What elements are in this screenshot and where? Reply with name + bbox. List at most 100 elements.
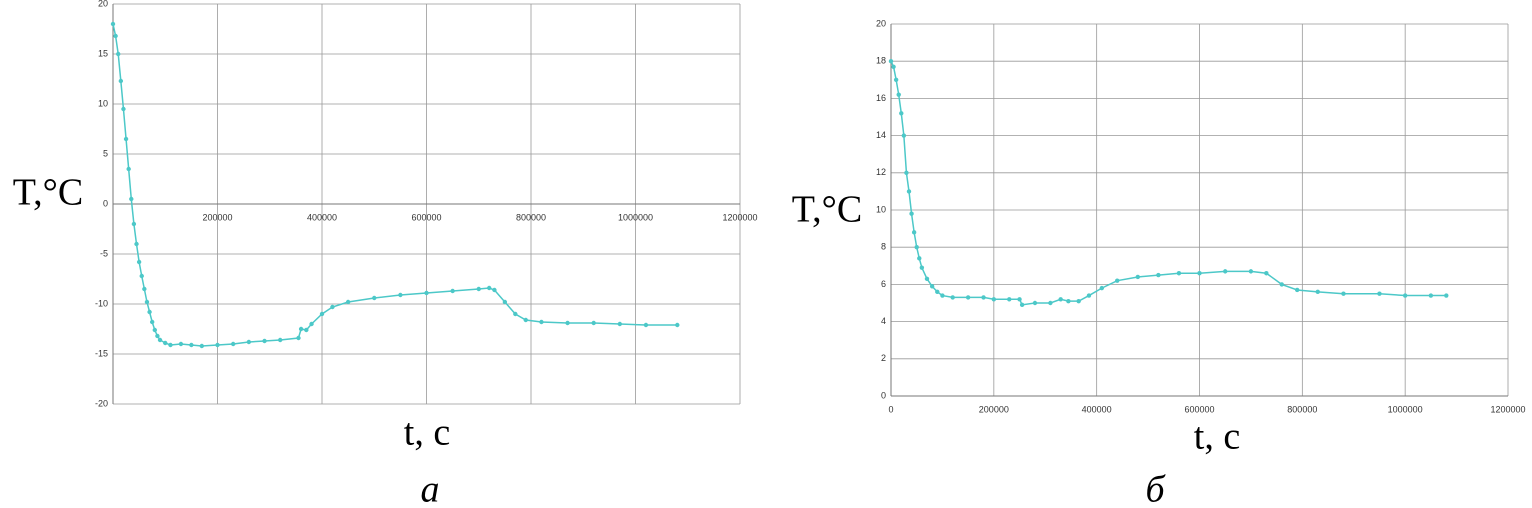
data-point [1156,272,1161,278]
data-point [513,311,518,317]
x-tick-label: 400000 [1082,404,1112,414]
data-point [888,59,894,64]
data-point [1402,293,1408,298]
data-point [909,211,914,216]
data-line [890,60,1447,306]
data-point [149,319,155,325]
data-point [129,196,134,202]
y-tick-label: 0 [103,198,108,208]
x-tick-label: 1000000 [1388,404,1423,414]
data-point [136,259,142,265]
x-tick-label: 800000 [516,212,546,222]
data-point [1058,297,1063,302]
y-tick-label: 2 [881,353,886,363]
data-point [147,309,152,315]
data-point [476,286,481,292]
y-tick-label: 12 [876,167,886,177]
data-point [345,299,351,305]
data-point [118,78,124,84]
data-point [487,285,492,291]
data-point [617,321,623,327]
x-tick-label: 200000 [979,404,1009,414]
data-point [896,92,901,97]
data-point [139,273,144,279]
y-tick-label: 15 [98,48,108,58]
data-point [891,64,896,69]
data-point [330,304,335,310]
data-point [424,290,429,296]
data-point [152,327,157,333]
x-tick-label: 1000000 [618,212,653,222]
data-point [929,284,935,289]
data-point [502,299,508,305]
data-point [1066,298,1071,304]
data-point [906,189,912,194]
data-point [1076,298,1081,304]
y-tick-label: 10 [876,204,886,214]
data-point [1048,300,1053,306]
y-tick-label: -20 [95,398,108,408]
data-point [1019,302,1025,308]
data-point [155,333,160,339]
chart-caption: а [421,469,440,508]
data-point [178,341,184,347]
x-axis-label: t, c [1194,416,1240,458]
data-point [262,338,267,344]
chart-caption: б [1145,469,1166,508]
data-point [215,342,220,348]
data-point [1017,297,1022,302]
data-point [1007,297,1012,302]
data-point [450,288,455,294]
x-tick-label: 200000 [202,212,232,222]
y-tick-label: 20 [98,0,108,8]
data-point [950,295,955,300]
data-point [919,265,925,270]
y-tick-label: 20 [876,18,886,28]
data-point [1315,289,1320,295]
data-point [924,276,930,282]
data-point [110,21,116,27]
data-point [591,320,596,326]
data-point [1032,300,1038,306]
data-point [1248,269,1254,274]
data-point [230,341,236,347]
data-point [981,295,986,300]
x-tick-label: 0 [888,404,893,414]
data-point [523,317,528,323]
data-point [116,51,121,57]
data-point [1444,293,1449,298]
data-point [1264,271,1269,276]
data-point [643,322,649,328]
data-line [112,23,678,347]
data-point [304,327,309,333]
y-tick-label: 18 [876,56,886,66]
data-point [1428,293,1434,298]
data-point [911,230,917,235]
data-point [1294,287,1300,293]
data-point [246,339,252,345]
data-point [917,256,922,261]
data-point [372,295,377,301]
data-point [126,166,131,172]
data-point [123,136,129,142]
data-point [935,289,940,295]
data-point [298,326,304,332]
x-tick-label: 800000 [1287,404,1317,414]
data-point [904,170,909,175]
data-point [1279,282,1284,287]
data-point [1377,291,1382,296]
data-point [309,321,314,327]
x-tick-label: 1200000 [722,212,757,222]
data-point [131,221,137,227]
x-axis-label: t, c [404,412,450,454]
y-tick-label: -10 [95,298,108,308]
data-point [144,299,150,305]
x-tick-label: 400000 [307,212,337,222]
data-point [901,133,907,138]
data-point [492,287,497,293]
data-point [1086,293,1092,298]
y-tick-label: -15 [95,348,108,358]
data-point [157,337,163,343]
